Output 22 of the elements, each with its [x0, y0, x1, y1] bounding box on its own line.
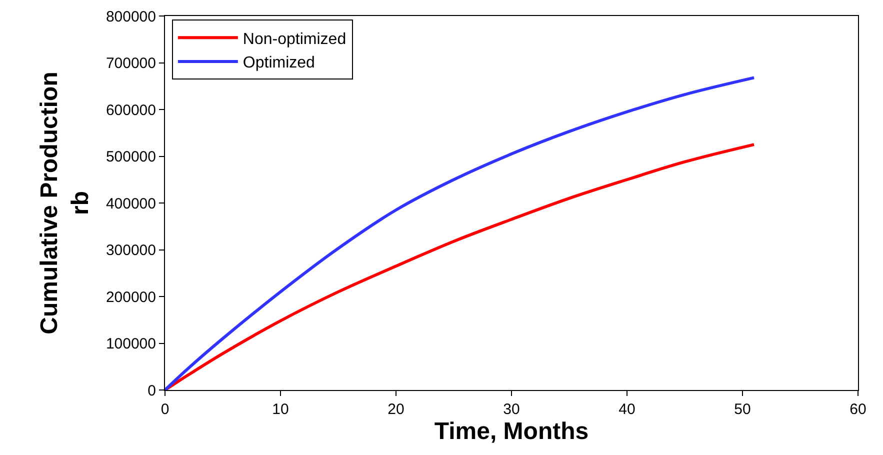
y-tick-label: 500000: [106, 148, 156, 166]
x-tick-label: 60: [850, 401, 866, 418]
y-axis-title: Cumulative Production rb: [36, 72, 94, 334]
y-tick-label: 300000: [106, 242, 156, 259]
y-tick-label: 600000: [106, 102, 156, 119]
x-tick-label: 50: [734, 401, 751, 418]
legend-label: Non-optimized: [242, 30, 346, 48]
y-tick-label: 700000: [106, 55, 156, 72]
y-tick-label: 0: [148, 382, 156, 400]
line-series: [165, 76, 756, 390]
y-tick-label: 400000: [106, 195, 156, 212]
x-axis-title: Time, Months: [434, 418, 589, 445]
x-tick-label: 0: [160, 401, 170, 418]
legend-label: Optimized: [242, 54, 315, 72]
y-tick-label: 100000: [106, 336, 156, 352]
x-tick-label: 30: [503, 401, 520, 418]
line-series: [165, 143, 756, 390]
y-tick-label: 200000: [106, 288, 156, 306]
y-tick-label: 800000: [106, 8, 156, 26]
x-tick-label: 20: [388, 401, 404, 418]
x-tick-label: 40: [618, 401, 636, 418]
x-tick-label: 10: [272, 401, 289, 418]
